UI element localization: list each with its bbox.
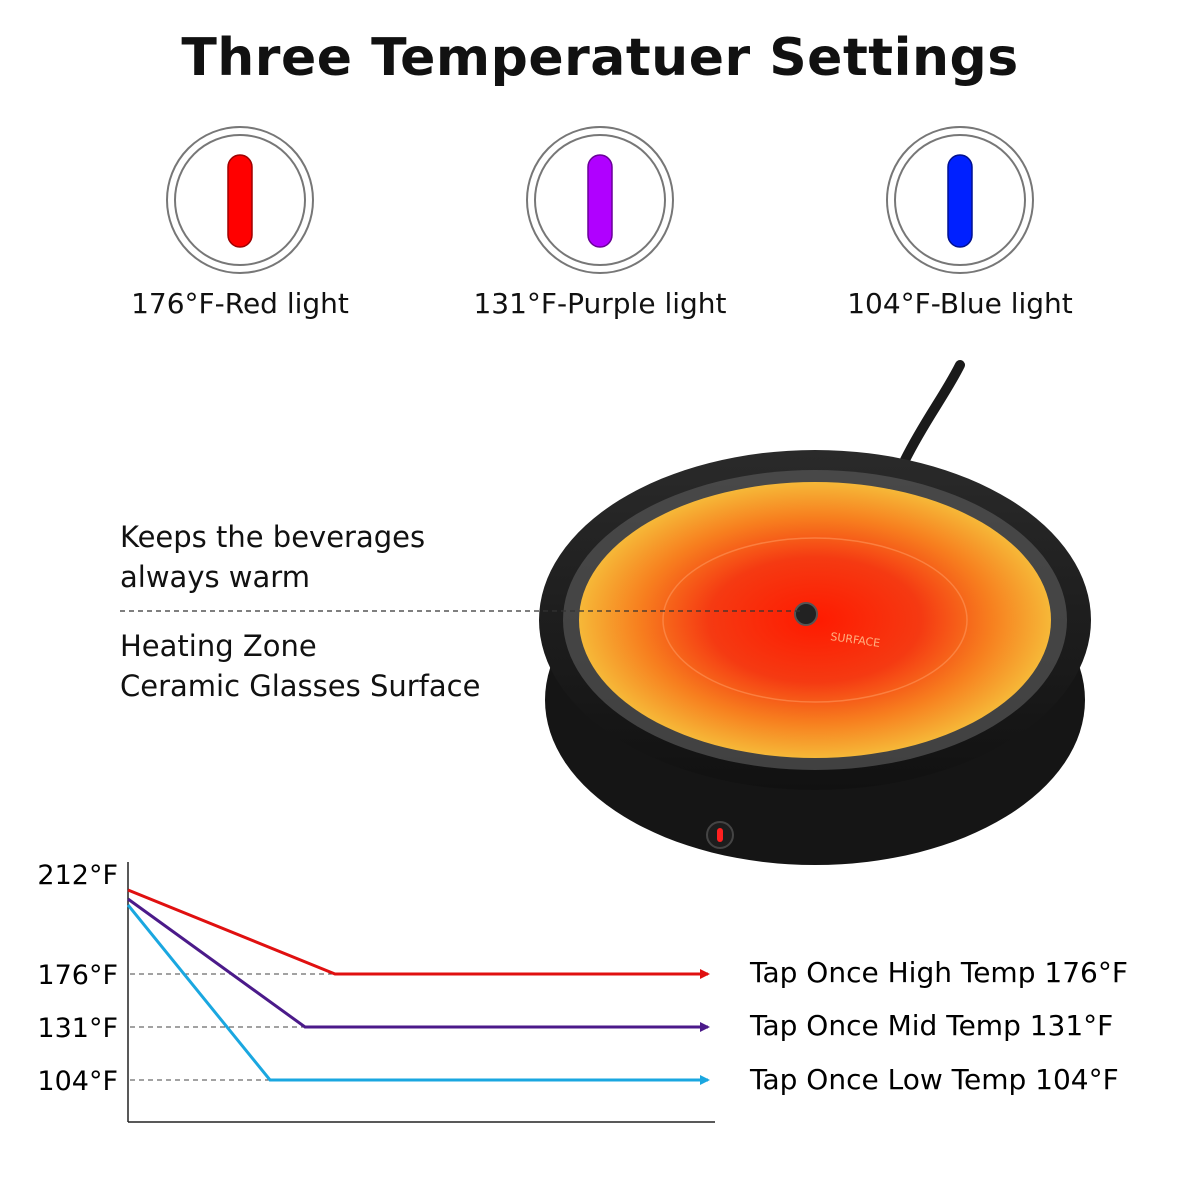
red-light-icon xyxy=(166,126,314,274)
description-top-line-1: Keeps the beverages xyxy=(120,520,426,554)
setting-blue: 104°F-Blue light xyxy=(810,125,1110,320)
description-bottom-line-2: Ceramic Glasses Surface xyxy=(120,669,481,703)
power-cord xyxy=(900,360,965,465)
setting-label-blue: 104°F-Blue light xyxy=(847,287,1073,320)
description-bottom: Heating Zone Ceramic Glasses Surface xyxy=(120,626,480,706)
y-tick-131: 131°F xyxy=(37,1013,118,1044)
legend-high: Tap Once High Temp 176°F xyxy=(749,956,1128,989)
setting-label-red: 176°F-Red light xyxy=(131,287,349,320)
series-mid-line xyxy=(127,897,710,1032)
blue-light-icon xyxy=(886,126,1034,274)
setting-purple: 131°F-Purple light xyxy=(450,125,750,320)
center-sensor xyxy=(794,602,818,626)
setting-red: 176°F-Red light xyxy=(90,125,390,320)
legend-mid: Tap Once Mid Temp 131°F xyxy=(749,1009,1113,1042)
purple-light-icon xyxy=(526,126,674,274)
power-indicator-icon xyxy=(717,828,723,842)
series-high-line xyxy=(127,888,710,979)
mug-warmer-illustration: SURFACE xyxy=(120,360,1091,865)
y-tick-104: 104°F xyxy=(37,1066,118,1097)
setting-label-purple: 131°F-Purple light xyxy=(473,287,727,320)
description-top: Keeps the beverages always warm xyxy=(120,517,425,597)
series-low-line xyxy=(126,904,710,1085)
y-tick-212: 212°F xyxy=(37,860,118,891)
description-top-line-2: always warm xyxy=(120,560,310,594)
legend-low: Tap Once Low Temp 104°F xyxy=(749,1063,1119,1096)
description-bottom-line-1: Heating Zone xyxy=(120,629,317,663)
y-tick-176: 176°F xyxy=(37,960,118,991)
page-title: Three Temperatuer Settings xyxy=(181,28,1019,88)
